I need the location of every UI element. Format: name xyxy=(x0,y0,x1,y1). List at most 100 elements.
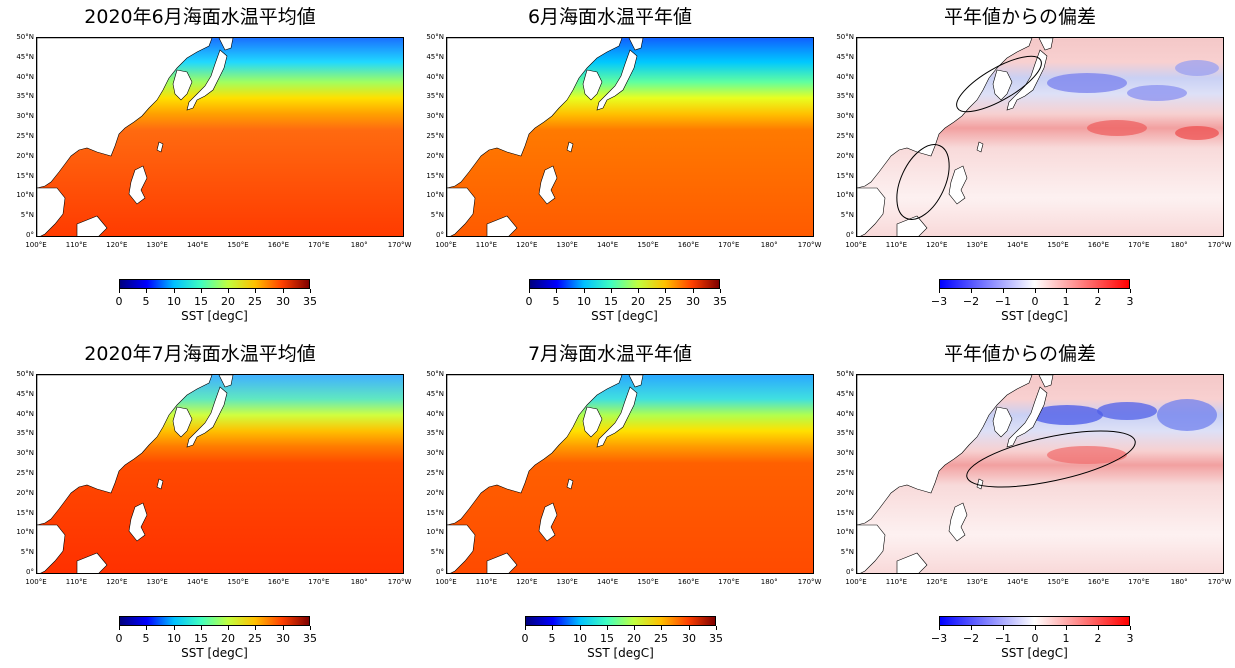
colorbar-tick-mark xyxy=(689,626,690,630)
longitude-tick: 100°E xyxy=(845,578,867,586)
latitude-tick: 50°N xyxy=(16,33,34,41)
longitude-tick: 120°E xyxy=(106,241,128,249)
sst-field xyxy=(857,375,1223,573)
latitude-tick: 45°N xyxy=(426,52,444,61)
land-mass xyxy=(172,69,193,101)
latitude-tick: 30°N xyxy=(16,449,34,458)
land-mass xyxy=(37,375,213,526)
land-mass xyxy=(447,38,623,189)
longitude-tick: 140°E xyxy=(1006,241,1029,249)
colorbar-tick-mark xyxy=(1003,289,1004,293)
colorbar-label: SST [degC] xyxy=(587,646,654,660)
colorbar xyxy=(939,279,1130,289)
longitude-tick: 100°E xyxy=(25,241,47,249)
land-mass xyxy=(538,165,558,205)
latitude-tick: 45°N xyxy=(16,52,34,61)
land-mass xyxy=(172,406,193,438)
land-mass xyxy=(218,38,234,51)
land-mass xyxy=(1038,38,1054,51)
anomaly-blob xyxy=(1175,126,1219,140)
colorbar-tick-mark xyxy=(1130,626,1131,630)
annotation-ellipse xyxy=(956,55,1042,113)
colorbar-tick-mark xyxy=(1066,289,1067,293)
latitude-tick: 5°N xyxy=(430,548,444,557)
longitude-tick: 110°E xyxy=(475,578,498,586)
latitude-tick: 25°N xyxy=(836,132,854,140)
latitude-tick: 0° xyxy=(846,568,854,576)
longitude-tick: 160°E xyxy=(1087,578,1110,586)
latitude-tick: 15°N xyxy=(836,508,854,517)
longitude-tick: 170°E xyxy=(718,578,740,586)
colorbar-tick-label: 3 xyxy=(1126,632,1134,645)
latitude-tick: 45°N xyxy=(16,389,34,398)
colorbar-tick-mark xyxy=(638,289,639,293)
colorbar-tick-label: 30 xyxy=(686,295,700,308)
colorbar-tick-label: 35 xyxy=(709,632,723,645)
land-mass xyxy=(857,187,886,236)
colorbar-tick-mark xyxy=(693,289,694,293)
longitude-tick: 110°E xyxy=(65,241,88,249)
land-mass xyxy=(486,552,518,573)
longitude-tick: 120°E xyxy=(516,578,538,586)
colorbar-tick-mark xyxy=(1003,626,1004,630)
latitude-tick: 0° xyxy=(846,231,854,239)
longitude-tick: 150°E xyxy=(1047,578,1069,586)
latitude-tick: 20°N xyxy=(836,488,854,497)
longitude-tick: 180° xyxy=(1170,241,1188,249)
land-mass xyxy=(128,502,148,542)
panel-title: 2020年7月海面水温平均値 xyxy=(84,343,316,365)
land-mass xyxy=(857,38,1033,189)
longitude-tick: 140°E xyxy=(596,241,619,249)
colorbar-tick-mark xyxy=(556,289,557,293)
longitude-tick: 170°W xyxy=(797,578,822,586)
land-mass xyxy=(37,38,213,189)
colorbar-tick-mark xyxy=(1098,289,1099,293)
colorbar-tick-label: 1 xyxy=(1062,632,1070,645)
colorbar-tick-mark xyxy=(525,626,526,630)
longitude-tick: 170°W xyxy=(1207,578,1232,586)
colorbar-tick-label: −1 xyxy=(994,295,1012,308)
land-mass xyxy=(948,165,968,205)
colorbar-tick-label: 1 xyxy=(1062,295,1070,308)
colorbar xyxy=(119,279,310,289)
latitude-tick: 35°N xyxy=(16,92,34,101)
latitude-tick: 35°N xyxy=(426,429,444,438)
land-mass xyxy=(596,49,638,111)
land-mass xyxy=(896,552,928,573)
colorbar-tick-mark xyxy=(255,289,256,293)
latitude-tick: 0° xyxy=(26,231,34,239)
colorbar-tick-label: 30 xyxy=(276,632,290,645)
colorbar-tick-label: 20 xyxy=(627,632,641,645)
latitude-tick: 40°N xyxy=(836,72,854,81)
land-mass xyxy=(582,69,603,101)
latitude-tick: 25°N xyxy=(16,132,34,140)
map-panel: 2020年6月海面水温平均値 50°N 45°N 40°N 35°N 30°N 25°N 20… xyxy=(0,0,411,330)
anomaly-blob xyxy=(1127,85,1187,101)
longitude-tick: 140°E xyxy=(186,578,209,586)
anomaly-blob xyxy=(1157,399,1217,431)
colorbar-tick-label: 15 xyxy=(600,632,614,645)
longitude-tick: 170°W xyxy=(387,578,412,586)
colorbar-tick-label: 30 xyxy=(682,632,696,645)
map-area xyxy=(446,374,814,574)
colorbar-label: SST [degC] xyxy=(1001,646,1068,660)
land-mass xyxy=(76,552,108,573)
colorbar-tick-label: 25 xyxy=(658,295,672,308)
longitude-tick: 160°E xyxy=(267,578,290,586)
colorbar-tick-label: 5 xyxy=(142,295,150,308)
longitude-tick: 130°E xyxy=(556,578,578,586)
latitude-tick: 40°N xyxy=(836,409,854,418)
latitude-tick: 25°N xyxy=(426,132,444,140)
colorbar-tick-label: 0 xyxy=(1031,295,1039,308)
map-panel: 平年値からの偏差 50°N 45°N 40°N 35°N 30°N 25°N 20°N 15°N… xyxy=(820,337,1231,667)
longitude-tick: 180° xyxy=(1170,578,1188,586)
latitude-tick: 30°N xyxy=(16,112,34,121)
longitude-tick: 180° xyxy=(760,578,778,586)
latitude-tick: 20°N xyxy=(16,151,34,160)
land-mass xyxy=(1006,49,1048,111)
longitude-tick: 150°E xyxy=(227,241,249,249)
longitude-tick: 150°E xyxy=(1047,241,1069,249)
colorbar-tick-label: −3 xyxy=(930,632,948,645)
colorbar-tick-label: 5 xyxy=(548,632,556,645)
colorbar-tick-mark xyxy=(174,626,175,630)
